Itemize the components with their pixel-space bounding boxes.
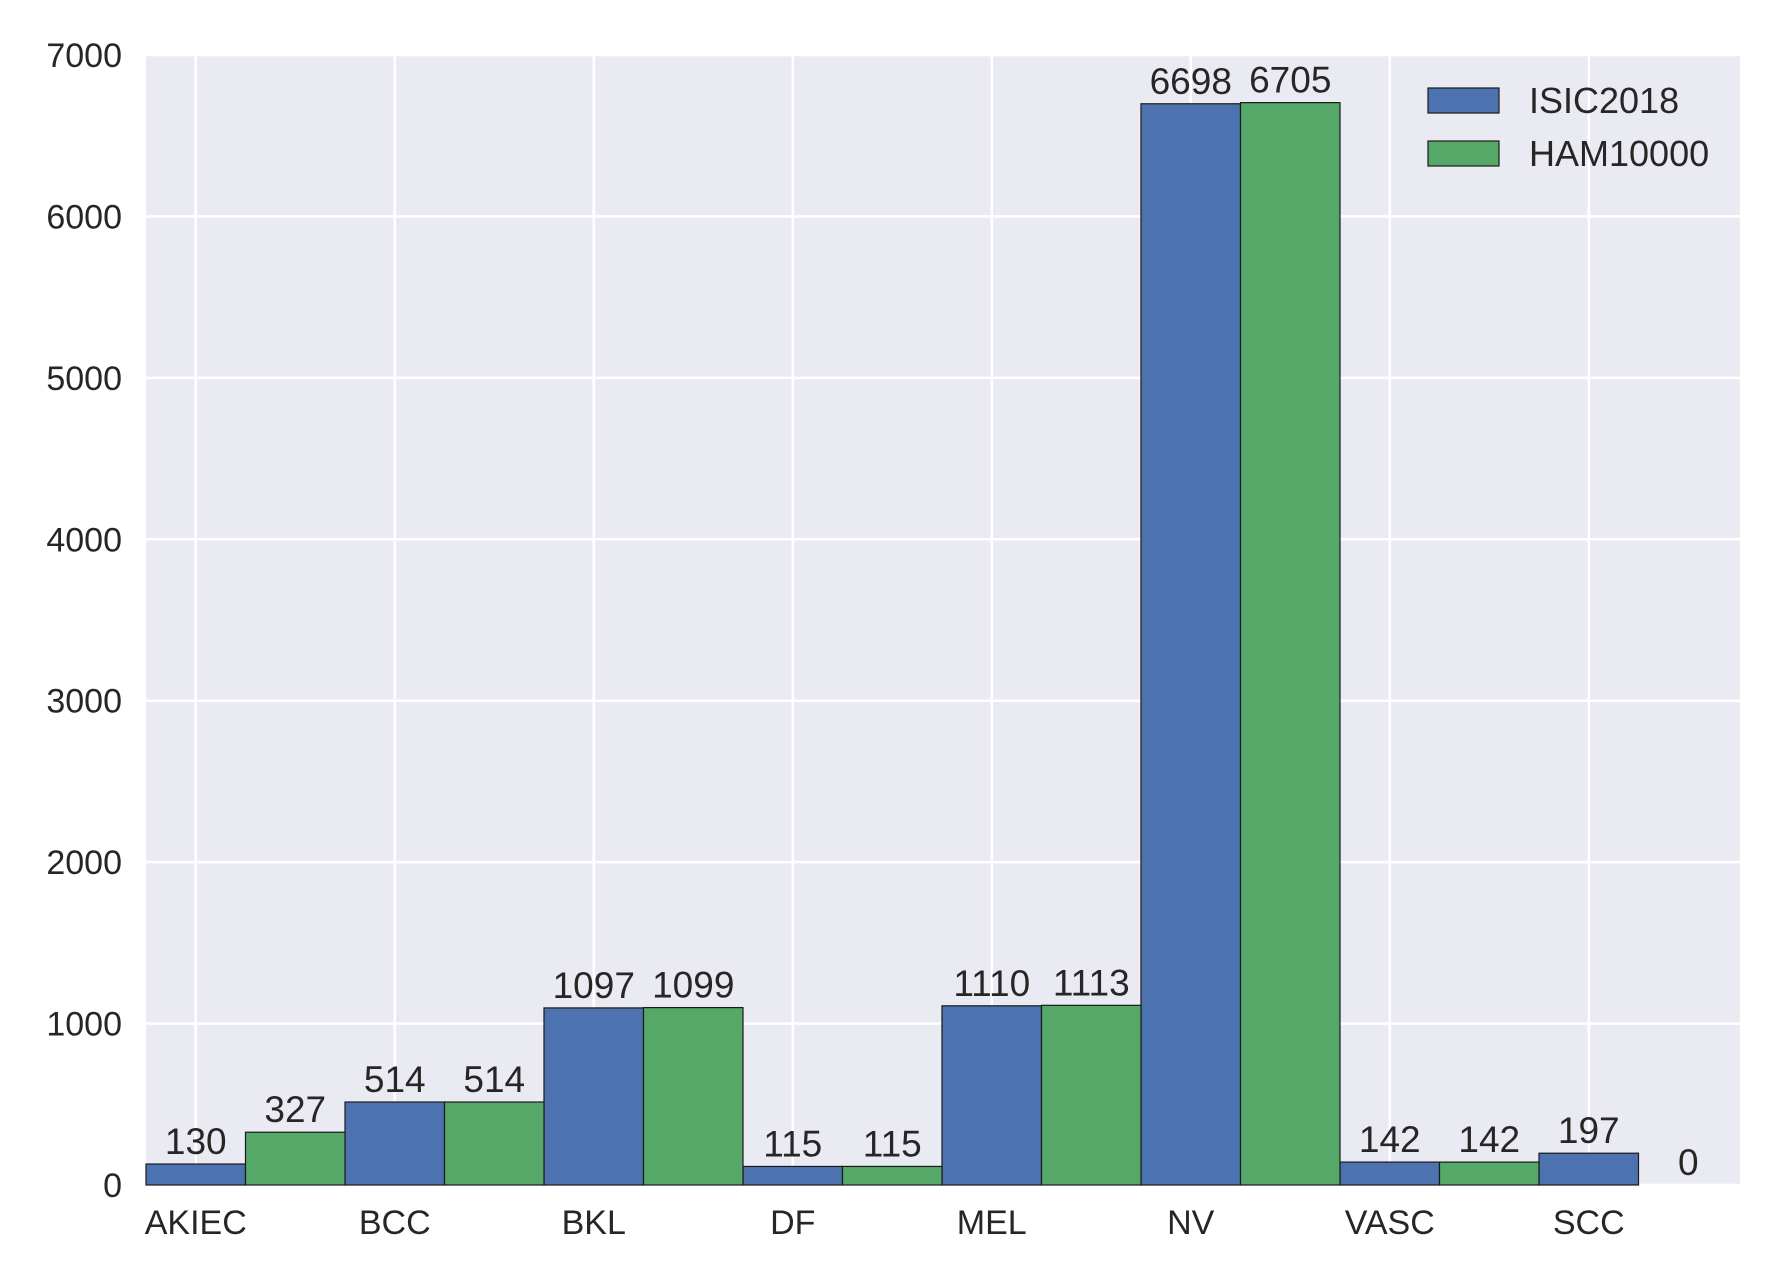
bar-ham10000-bkl (642, 1006, 744, 1186)
value-label: 6698 (1150, 61, 1232, 102)
value-label: 142 (1359, 1119, 1421, 1160)
bar-isic2018-df (742, 1165, 844, 1186)
legend-swatch (1427, 87, 1500, 114)
value-labels: 130 514 1097 115 1110 6698 142 197 327 514 1099 115… (165, 60, 1699, 1183)
bar-isic2018-scc (1538, 1152, 1640, 1186)
value-label: 1113 (1053, 962, 1130, 1003)
value-label: 327 (264, 1089, 326, 1130)
bar-isic2018-bcc (344, 1101, 446, 1186)
y-tick-label: 6000 (46, 198, 122, 236)
value-label: 1099 (652, 965, 734, 1006)
y-tick-label: 4000 (46, 521, 122, 559)
legend: ISIC2018 HAM10000 (1427, 80, 1709, 174)
bar-isic2018-mel (941, 1005, 1043, 1186)
y-tick-label: 7000 (46, 37, 122, 75)
x-tick-label: MEL (957, 1204, 1027, 1242)
x-axis-ticks: AKIEC BCC BKL DF MEL NV VASC SCC (145, 1204, 1625, 1242)
value-label: 115 (863, 1123, 922, 1164)
value-label: 130 (165, 1121, 227, 1162)
y-tick-label: 3000 (46, 683, 122, 721)
bar-ham10000-akiec (244, 1131, 346, 1186)
value-label: 142 (1458, 1119, 1520, 1160)
y-tick-label: 5000 (46, 360, 122, 398)
bar-isic2018-akiec (145, 1163, 247, 1186)
bar-ham10000-mel (1040, 1004, 1142, 1186)
plot-background (146, 55, 1740, 1185)
value-label: 514 (463, 1059, 525, 1100)
bar-ham10000-bcc (443, 1101, 545, 1186)
x-tick-label: BKL (562, 1204, 626, 1242)
y-tick-label: 1000 (46, 1006, 122, 1044)
x-tick-label: SCC (1553, 1204, 1625, 1242)
y-tick-label: 2000 (46, 844, 122, 882)
y-tick-label: 0 (103, 1167, 122, 1205)
x-tick-label: VASC (1345, 1204, 1435, 1242)
bar-isic2018-vasc (1339, 1161, 1441, 1186)
value-label: 115 (763, 1123, 822, 1164)
legend-label: HAM10000 (1529, 133, 1709, 174)
bar-isic2018-bkl (543, 1007, 645, 1186)
bar-ham10000-nv (1239, 102, 1341, 1186)
legend-label: ISIC2018 (1529, 80, 1679, 121)
x-tick-label: DF (770, 1204, 815, 1242)
x-tick-label: AKIEC (145, 1204, 247, 1242)
value-label: 1097 (553, 965, 635, 1006)
bar-isic2018-nv (1140, 103, 1242, 1186)
value-label: 1110 (953, 963, 1030, 1004)
value-label: 197 (1558, 1110, 1620, 1151)
x-tick-label: BCC (359, 1204, 431, 1242)
bars (145, 102, 1640, 1186)
value-label: 514 (364, 1059, 426, 1100)
value-label: 6705 (1249, 60, 1331, 101)
bar-ham10000-vasc (1438, 1161, 1540, 1186)
y-axis-ticks: 0 1000 2000 3000 4000 5000 6000 7000 (46, 37, 122, 1205)
value-label: 0 (1678, 1142, 1699, 1183)
legend-swatch (1427, 140, 1500, 167)
x-tick-label: NV (1167, 1204, 1215, 1242)
bar-ham10000-df (841, 1165, 943, 1186)
